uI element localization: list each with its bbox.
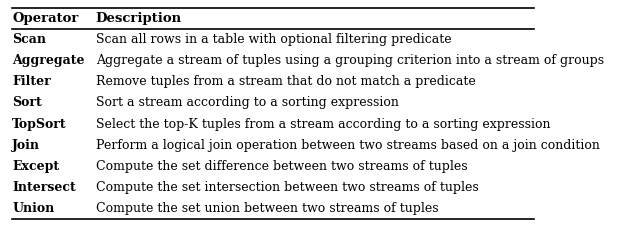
- Text: Select the top-K tuples from a stream according to a sorting expression: Select the top-K tuples from a stream ac…: [95, 118, 550, 131]
- Text: Join: Join: [12, 139, 40, 152]
- Text: Perform a logical join operation between two streams based on a join condition: Perform a logical join operation between…: [95, 139, 600, 152]
- Text: Union: Union: [12, 202, 54, 215]
- Text: Sort a stream according to a sorting expression: Sort a stream according to a sorting exp…: [95, 96, 399, 109]
- Text: Except: Except: [12, 160, 60, 173]
- Text: Operator: Operator: [12, 12, 79, 25]
- Text: Compute the set union between two streams of tuples: Compute the set union between two stream…: [95, 202, 438, 215]
- Text: Intersect: Intersect: [12, 181, 76, 194]
- Text: Remove tuples from a stream that do not match a predicate: Remove tuples from a stream that do not …: [95, 75, 476, 88]
- Text: Compute the set intersection between two streams of tuples: Compute the set intersection between two…: [95, 181, 478, 194]
- Text: Compute the set difference between two streams of tuples: Compute the set difference between two s…: [95, 160, 467, 173]
- Text: Description: Description: [95, 12, 182, 25]
- Text: TopSort: TopSort: [12, 118, 67, 131]
- Text: Aggregate: Aggregate: [12, 54, 84, 67]
- Text: Scan all rows in a table with optional filtering predicate: Scan all rows in a table with optional f…: [95, 33, 451, 46]
- Text: Filter: Filter: [12, 75, 51, 88]
- Text: Sort: Sort: [12, 96, 42, 109]
- Text: Aggregate a stream of tuples using a grouping criterion into a stream of groups: Aggregate a stream of tuples using a gro…: [95, 54, 604, 67]
- Text: Scan: Scan: [12, 33, 46, 46]
